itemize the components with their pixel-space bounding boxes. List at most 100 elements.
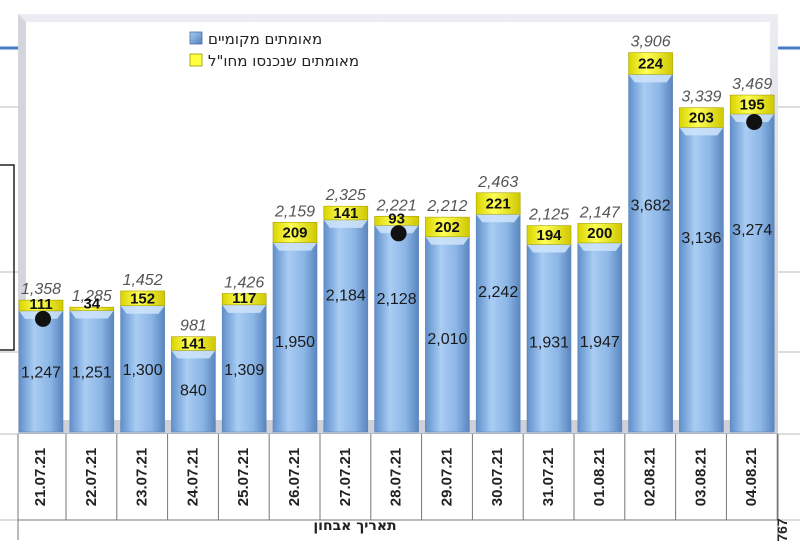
x-tick-label: 23.07.21 [134,448,151,506]
bar-local-bevel [527,244,571,253]
total-label: 3,469 [732,76,772,93]
bar-local-bevel [171,350,216,359]
total-label: 981 [180,318,207,335]
total-label: 1,426 [224,274,264,291]
marker-dot [746,113,763,130]
bar-imported [171,336,216,351]
bar-imported [120,290,165,307]
total-label: 2,147 [579,204,621,221]
total-label: 2,463 [477,174,518,191]
local-value-label: 1,931 [529,335,569,352]
total-label: 2,159 [274,203,315,220]
bar-local-bevel [273,242,317,251]
local-value-label: 1,251 [72,364,112,381]
local-value-label: 1,950 [275,334,315,351]
imported-value-label: 200 [587,225,612,242]
marker-dot [35,310,51,327]
bar-local [425,236,470,433]
bar-imported [69,306,115,311]
x-tick-label: 02.08.21 [642,448,659,506]
total-label: 1,452 [123,272,163,289]
bar-local [171,350,216,433]
x-tick-label: 01.08.21 [591,448,608,506]
bar-local [374,225,419,433]
total-label: 3,906 [631,34,671,51]
x-tick-label: 27.07.21 [337,448,354,506]
local-value-label: 3,274 [732,222,772,239]
bar-local-bevel [120,305,165,314]
bar-local-bevel [476,214,521,223]
local-value-label: 2,128 [377,291,417,308]
bar-imported [18,299,64,312]
x-tick-label: 03.08.21 [692,448,709,506]
total-label: 1,285 [72,288,112,305]
local-value-label: 2,010 [427,331,467,348]
imported-value-label: 141 [181,335,206,352]
x-tick-label: 28.07.21 [388,448,405,506]
bar-local [729,113,775,433]
imported-value-label: 152 [130,290,155,307]
bar-local [628,74,673,433]
total-label: 2,212 [426,198,467,215]
x-tick-label: 29.07.21 [438,448,455,506]
bar-local [475,213,521,433]
bar-local [69,310,115,433]
local-value-label: 1,947 [580,334,620,351]
local-value-label: 1,309 [224,362,264,379]
imported-value-label: 224 [638,55,664,72]
total-label: 1,358 [21,281,61,298]
legend-label-imported: מאומתים שנכנסו מחו"ל [208,52,359,70]
bar-imported [221,293,267,306]
bar-local-bevel [628,74,673,83]
x-tick-label: 22.07.21 [83,448,100,506]
bar-local [221,304,267,433]
bar-local-bevel [323,219,368,228]
x-axis-title: תאריך אבחון [313,518,396,534]
bar-imported [374,215,419,226]
total-label: 2,325 [325,187,366,204]
x-axis: 21.07.21 22.07.21 23.07.21 24.07.21 25.07.21… [17,434,779,540]
bar-local [120,305,165,433]
imported-value-label: 203 [689,110,714,127]
bar-local-bevel [425,236,470,245]
bar-imported [323,205,369,221]
local-value-label: 1,247 [21,364,61,381]
bar-imported [272,221,318,243]
page-background [0,46,800,521]
imported-value-label: 34 [83,295,100,312]
marker-dot [390,225,407,242]
bar-local-bevel [69,310,114,319]
imported-value-label: 209 [282,224,307,241]
local-value-label: 2,184 [326,287,366,304]
local-value-label: 840 [180,382,207,399]
bar-imported [729,94,775,115]
bar-local [577,242,623,433]
x-tick-label: 31.07.21 [540,448,557,506]
bar-imported [679,107,724,128]
imported-value-label: 93 [388,210,405,227]
x-tick-label: 04.08.21 [743,448,760,506]
page-number: 767 [774,518,790,542]
imported-value-label: 195 [740,97,765,114]
total-label: 2,221 [376,197,417,214]
imported-value-label: 117 [232,290,256,307]
imported-value-label: 202 [435,219,460,236]
imported-value-label: 141 [333,205,358,222]
bar-local-bevel [679,127,724,136]
legend: מאומתים מקומיים מאומתים שנכנסו מחו"ל [189,30,359,70]
legend-label-local: מאומתים מקומיים [208,30,322,48]
total-label: 2,125 [528,207,569,224]
bar-local-bevel [577,242,622,251]
legend-swatch-imported [189,53,203,67]
local-value-label: 3,136 [681,230,721,247]
imported-value-label: 194 [536,227,562,244]
bar-imported [425,216,470,238]
bar-local [526,244,572,433]
imported-value-label: 111 [29,296,52,313]
x-tick-label: 24.07.21 [184,448,201,506]
bar-local [272,242,318,433]
local-value-label: 2,242 [478,284,518,301]
x-tick-label: 25.07.21 [235,448,252,506]
